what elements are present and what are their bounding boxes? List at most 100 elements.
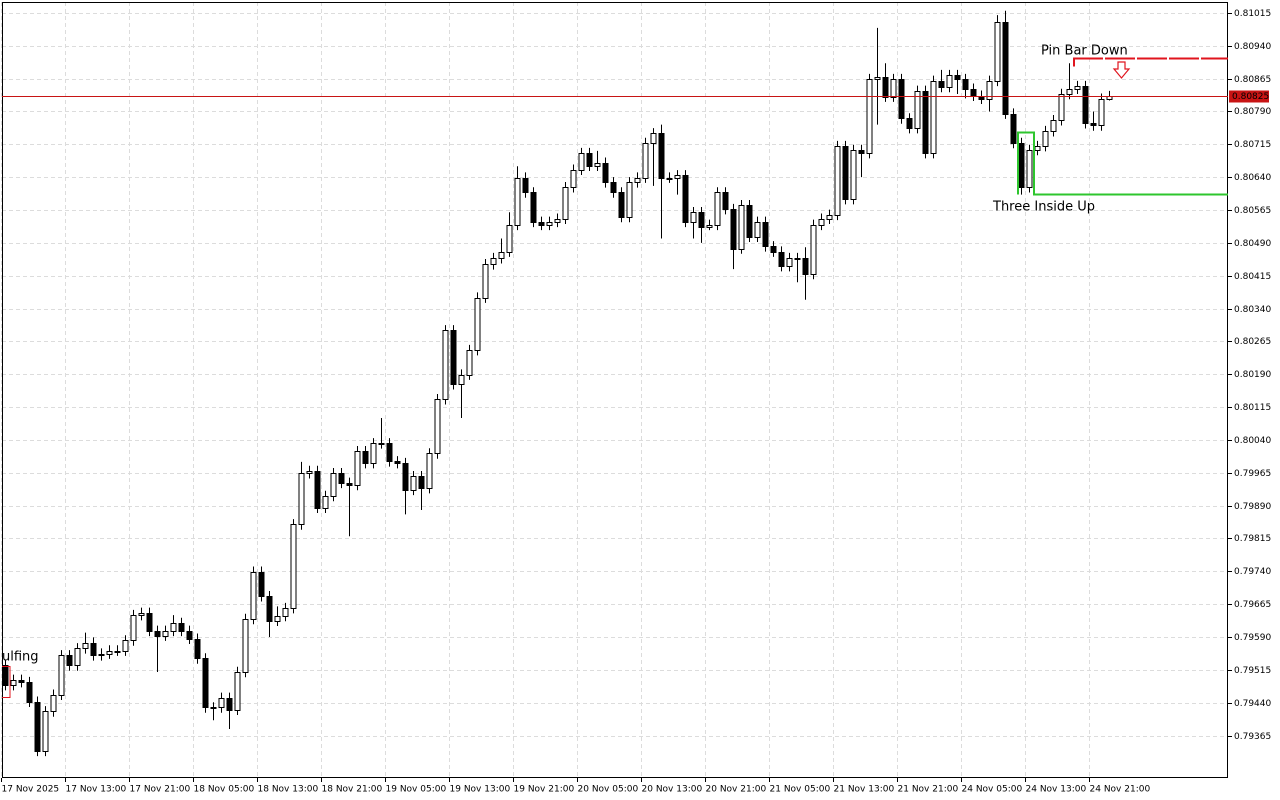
candle-body (362, 451, 369, 464)
candle-body (738, 205, 745, 250)
candle-body (330, 473, 337, 497)
candle-body (378, 443, 385, 445)
candle-body (346, 483, 353, 486)
candle-body (1090, 123, 1097, 126)
candle-body (906, 118, 913, 129)
candle-body (218, 698, 225, 708)
y-tick-label: 0.79365 (1234, 732, 1271, 742)
candle-body (114, 651, 121, 653)
candle-body (746, 205, 753, 238)
candle-body (26, 682, 33, 703)
candle-body (730, 209, 737, 250)
candle-body (1066, 89, 1073, 95)
candle-body (986, 81, 993, 100)
candle-body (778, 252, 785, 267)
candle-body (930, 81, 937, 154)
y-tick-label: 0.80190 (1234, 370, 1271, 380)
x-tick-label: 17 Nov 21:00 (130, 785, 191, 795)
candle-body (1098, 99, 1105, 126)
candle-body (386, 443, 393, 462)
x-tick-label: 19 Nov 05:00 (386, 785, 447, 795)
candle-body (234, 672, 241, 711)
candle-body (722, 192, 729, 210)
price-label-box (1229, 90, 1269, 103)
candle-body (962, 79, 969, 90)
candle-body (202, 658, 209, 708)
candle-body (674, 175, 681, 179)
price-label: 0.80825 (1232, 92, 1269, 102)
x-tick-label: 17 Nov 13:00 (66, 785, 127, 795)
candle-body (658, 133, 665, 179)
candle-body (482, 264, 489, 299)
y-tick-label: 0.80865 (1234, 75, 1271, 85)
candle-body (714, 192, 721, 226)
y-tick-label: 0.81015 (1234, 9, 1271, 19)
candle-body (402, 463, 409, 491)
candle-body (274, 616, 281, 622)
x-tick-label: 17 Nov 2025 (2, 785, 60, 795)
x-tick-label: 19 Nov 21:00 (514, 785, 575, 795)
candle-body (634, 178, 641, 183)
candle-body (410, 476, 417, 491)
candle-body (914, 91, 921, 129)
candle-body (786, 258, 793, 267)
plot-frame (2, 2, 1228, 778)
y-tick-label: 0.79740 (1234, 567, 1271, 577)
candle-body (594, 163, 601, 167)
x-tick-label: 24 Nov 13:00 (1026, 785, 1087, 795)
candle-body (842, 146, 849, 200)
candle-body (754, 222, 761, 238)
candle-body (866, 79, 873, 154)
candle-body (466, 350, 473, 376)
candle-body (514, 178, 521, 226)
candle-body (34, 702, 41, 752)
candle-body (354, 451, 361, 486)
candle-body (882, 77, 889, 98)
y-tick-label: 0.79665 (1234, 600, 1271, 610)
candle-body (442, 330, 449, 400)
candle-body (690, 212, 697, 223)
y-tick-label: 0.80115 (1234, 403, 1271, 413)
y-tick-label: 0.80640 (1234, 173, 1271, 183)
candle-body (250, 572, 257, 620)
candle-body (258, 572, 265, 597)
candle-body (490, 258, 497, 265)
candle-body (50, 695, 57, 712)
candle-body (154, 631, 161, 637)
candle-body (970, 89, 977, 97)
y-tick-label: 0.79440 (1234, 699, 1271, 709)
pattern-box (1017, 131, 1035, 195)
candle-body (458, 375, 465, 385)
sell-arrow (1112, 61, 1131, 79)
candle-body (306, 471, 313, 474)
candle-body (186, 631, 193, 640)
candle-body (858, 150, 865, 154)
candle-body (802, 258, 809, 275)
candle-body (810, 225, 817, 275)
y-tick-label: 0.79890 (1234, 502, 1271, 512)
candle-body (770, 246, 777, 253)
x-tick-label: 21 Nov 21:00 (898, 785, 959, 795)
x-tick-label: 24 Nov 21:00 (1090, 785, 1151, 795)
candle-body (162, 631, 169, 637)
candle-body (146, 613, 153, 632)
candle-body (290, 524, 297, 609)
candle-body (850, 150, 857, 200)
y-tick-label: 0.80265 (1234, 337, 1271, 347)
candle-body (242, 619, 249, 673)
x-tick-label: 19 Nov 13:00 (450, 785, 511, 795)
annotation: ulfing (2, 650, 39, 665)
candle-body (794, 258, 801, 260)
candle-body (194, 639, 201, 659)
y-tick-label: 0.79590 (1234, 633, 1271, 643)
candle-body (538, 222, 545, 226)
candle-body (498, 252, 505, 259)
candle-body (18, 680, 25, 683)
candle-body (922, 91, 929, 154)
candle-body (74, 648, 81, 666)
annotation: Three Inside Up (992, 200, 1095, 215)
candle-body (210, 707, 217, 709)
candle-body (586, 153, 593, 167)
